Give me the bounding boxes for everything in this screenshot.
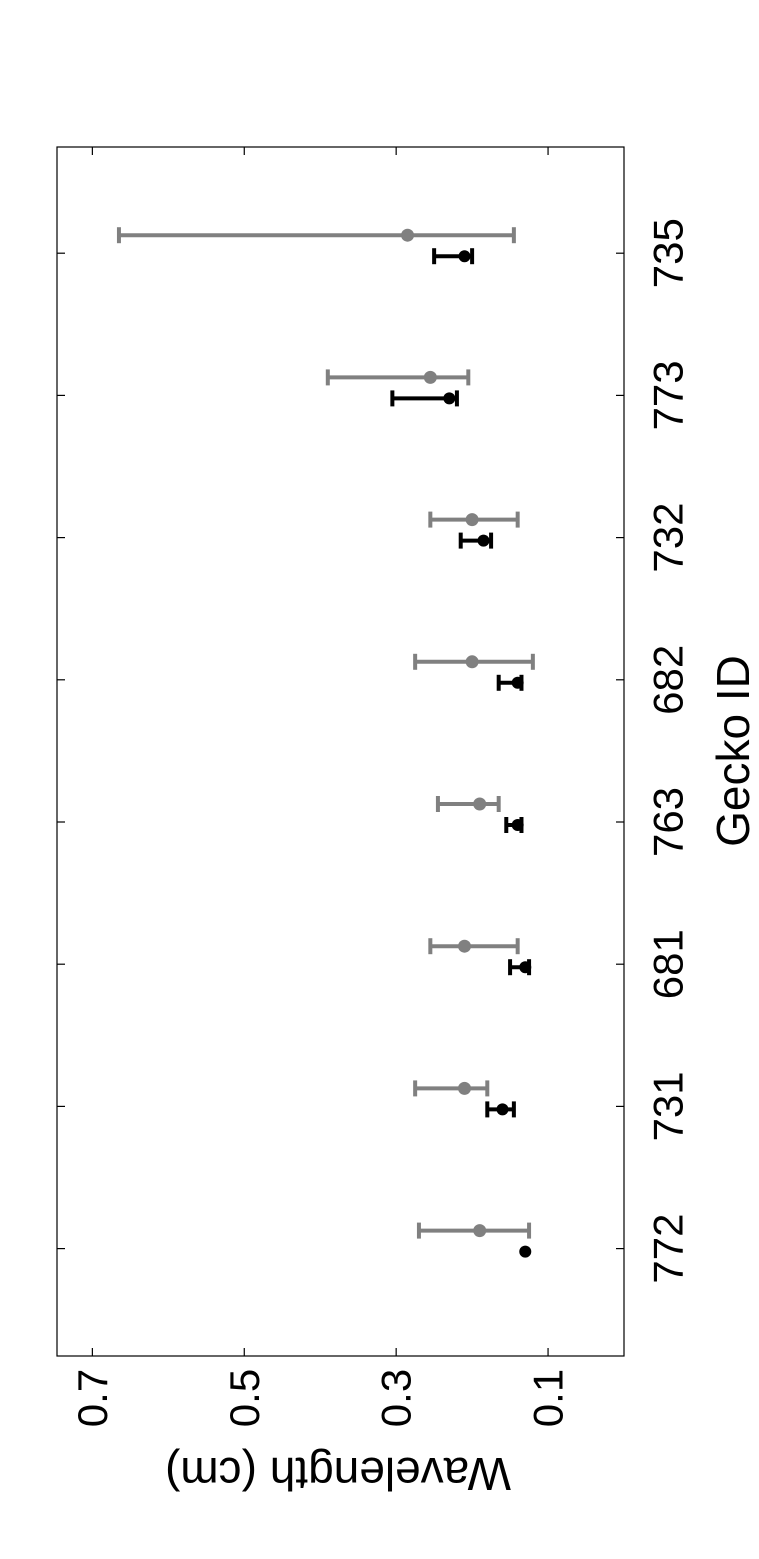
value-tick-label: 0.1 bbox=[525, 1369, 572, 1427]
category-tick-label: 735 bbox=[645, 218, 692, 288]
category-tick-label: 773 bbox=[645, 360, 692, 430]
series-1 bbox=[116, 227, 535, 1239]
y-axis-title: Wavelength (cm) bbox=[165, 1448, 511, 1500]
data-point bbox=[401, 228, 415, 242]
category-tick-label: 682 bbox=[645, 645, 692, 715]
value-tick-label: 0.3 bbox=[373, 1369, 420, 1427]
value-tick-label: 0.5 bbox=[221, 1369, 268, 1427]
data-point bbox=[458, 1081, 472, 1095]
data-point bbox=[511, 819, 524, 831]
data-point bbox=[519, 961, 532, 974]
category-tick-label: 772 bbox=[645, 1214, 692, 1284]
x-axis-title: Gecko ID bbox=[707, 655, 759, 847]
data-point bbox=[465, 655, 479, 669]
data-point bbox=[458, 939, 472, 953]
data-point bbox=[511, 676, 524, 689]
category-tick-label: 763 bbox=[645, 787, 692, 857]
data-point bbox=[458, 250, 471, 263]
data-point bbox=[496, 1103, 509, 1116]
data-point bbox=[473, 797, 487, 811]
category-tick-label: 732 bbox=[645, 503, 692, 573]
data-point bbox=[423, 370, 437, 384]
axis-tick-labels: 0.7 0.5 0.3 0.1 772 731 681 763 682 732 773 735 bbox=[69, 218, 692, 1427]
axis-ticks bbox=[57, 147, 624, 1356]
data-point bbox=[443, 392, 456, 405]
category-tick-label: 731 bbox=[645, 1071, 692, 1141]
value-tick-label: 0.7 bbox=[69, 1369, 116, 1427]
category-tick-label: 681 bbox=[645, 929, 692, 999]
data-point bbox=[465, 513, 479, 527]
data-point bbox=[473, 1224, 487, 1238]
data-point bbox=[477, 534, 490, 547]
series-2 bbox=[390, 248, 532, 1258]
plot-frame bbox=[56, 146, 625, 1357]
data-marks bbox=[116, 227, 535, 1258]
data-point bbox=[519, 1245, 532, 1258]
